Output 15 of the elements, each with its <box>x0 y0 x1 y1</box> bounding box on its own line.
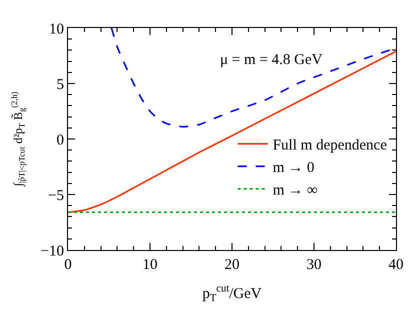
x-tick-label: 40 <box>388 257 404 273</box>
x-tick-label: 20 <box>224 257 240 273</box>
y-tick-label: 0 <box>56 132 64 148</box>
legend-label: Full m dependence <box>272 138 388 154</box>
y-tick-label: −5 <box>48 188 64 204</box>
x-tick-label: 30 <box>306 257 322 273</box>
legend-label: m → 0 <box>272 160 314 176</box>
legend-label: m → ∞ <box>272 182 318 199</box>
x-axis-title: p$_{T}$$^{cut}$/GeV <box>202 284 262 304</box>
y-tick-label: 5 <box>56 76 64 93</box>
annotation: μ = m = 4.8 GeV <box>220 52 323 68</box>
y-tick-label: −10 <box>40 243 64 260</box>
y-tick-label: 10 <box>49 21 64 38</box>
line-series <box>68 50 396 214</box>
x-tick-label: 10 <box>142 257 158 273</box>
